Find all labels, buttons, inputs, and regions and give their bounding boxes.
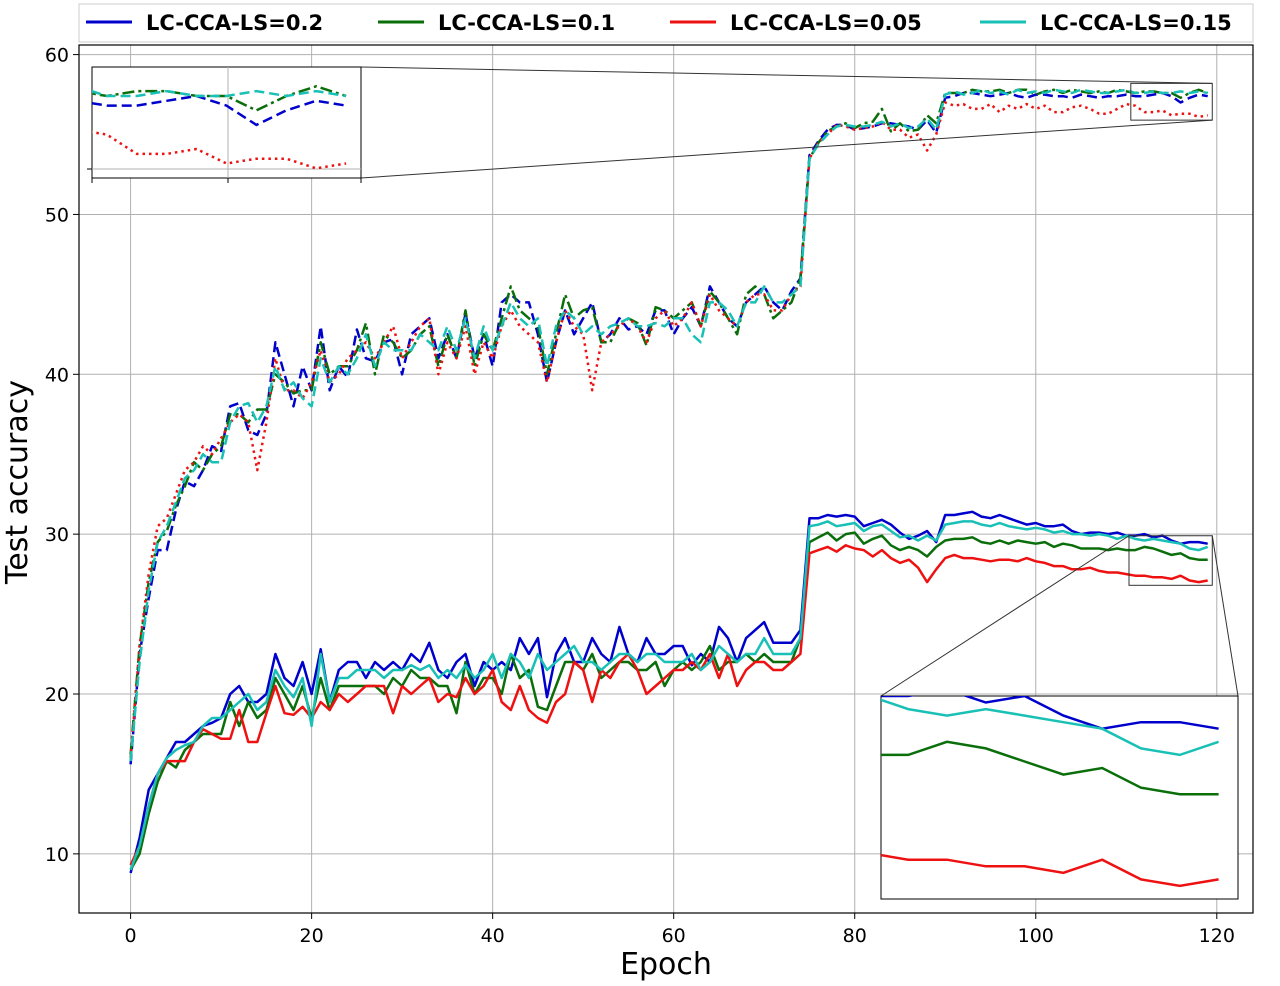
x-tick-label: 120 <box>1199 925 1235 947</box>
x-tick-label: 20 <box>300 925 324 947</box>
legend-label: LC-CCA-LS=0.15 <box>1040 11 1232 35</box>
x-tick-label: 60 <box>662 925 686 947</box>
y-tick-label: 50 <box>45 204 69 226</box>
zoom-connector <box>360 119 1213 179</box>
inset-line-lower-3 <box>881 698 1219 757</box>
inset-line-upper-3 <box>92 89 347 98</box>
zoom-indicators <box>360 66 1239 697</box>
series-lines <box>129 88 1209 874</box>
y-axis: 10 20 30 40 50 60 <box>45 45 79 866</box>
series-line-lower-7 <box>129 520 1209 871</box>
inset-line-upper-0 <box>92 94 347 127</box>
inset-line-upper-2 <box>92 130 347 170</box>
inset-line-lower-1 <box>881 740 1219 796</box>
grid-lines <box>79 45 1253 913</box>
y-axis-title: Test accuracy <box>0 380 35 585</box>
legend-label: LC-CCA-LS=0.05 <box>730 11 922 35</box>
inset-line-lower-2 <box>881 853 1219 888</box>
zoom-source-box <box>1130 82 1213 121</box>
y-tick-label: 60 <box>45 45 69 67</box>
x-tick-label: 40 <box>481 925 505 947</box>
y-tick-label: 10 <box>45 844 69 866</box>
legend-frame <box>78 3 1254 43</box>
series-line-lower-4 <box>129 510 1208 874</box>
legend-label: LC-CCA-LS=0.2 <box>146 11 323 35</box>
series-line-upper-3 <box>129 88 1208 762</box>
x-axis: 0 20 40 60 80 100 120 <box>125 913 1235 947</box>
inset-line-upper-1 <box>92 84 347 112</box>
x-tick-label: 80 <box>843 925 867 947</box>
x-tick-label: 0 <box>125 925 137 947</box>
x-tick-label: 100 <box>1018 925 1054 947</box>
y-tick-label: 20 <box>45 684 69 706</box>
zoom-connector <box>880 535 1130 697</box>
x-axis-title: Epoch <box>620 947 712 982</box>
y-tick-label: 30 <box>45 524 69 546</box>
series-line-upper-2 <box>129 101 1208 759</box>
inset-line-lower-0 <box>881 696 1219 730</box>
legend-label: LC-CCA-LS=0.1 <box>438 11 615 35</box>
plot-frame <box>78 44 1254 914</box>
inset-lower <box>880 695 1239 900</box>
zoom-source-box <box>1128 535 1213 586</box>
y-tick-label: 40 <box>45 364 69 386</box>
zoom-connector <box>1211 535 1239 697</box>
legend: LC-CCA-LS=0.2 LC-CCA-LS=0.1 LC-CCA-LS=0.05… <box>78 3 1254 43</box>
inset-upper <box>87 66 362 183</box>
zoom-connector <box>360 66 1213 84</box>
